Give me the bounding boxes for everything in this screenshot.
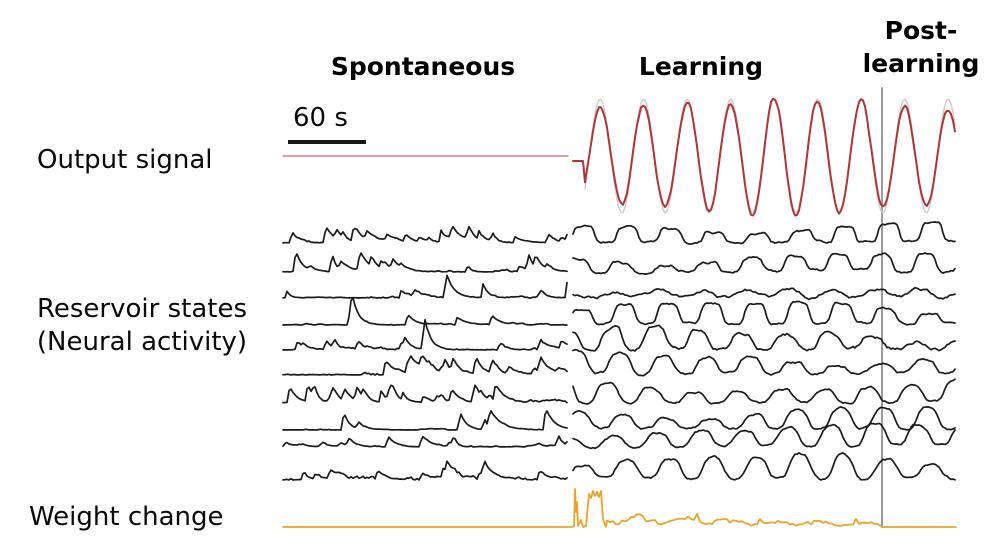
phase-header-spontaneous: Spontaneous bbox=[330, 52, 516, 81]
reservoir-states-label-line1: Reservoir states bbox=[36, 294, 247, 324]
phase-header-post-line2: learning bbox=[862, 49, 980, 78]
phase-header-learning: Learning bbox=[638, 52, 764, 81]
reservoir-states-label: Reservoir states (Neural activity) bbox=[6, 293, 278, 359]
phase-header-post-line1: Post- bbox=[884, 16, 958, 45]
reservoir-states-label-line2: (Neural activity) bbox=[36, 327, 248, 357]
phase-header-post-learning: Post- learning bbox=[863, 14, 980, 80]
scale-bar-label: 60 s bbox=[293, 103, 348, 133]
weight-change-label: Weight change bbox=[29, 502, 224, 532]
output-signal-label: Output signal bbox=[37, 145, 213, 175]
scale-bar bbox=[288, 140, 366, 144]
